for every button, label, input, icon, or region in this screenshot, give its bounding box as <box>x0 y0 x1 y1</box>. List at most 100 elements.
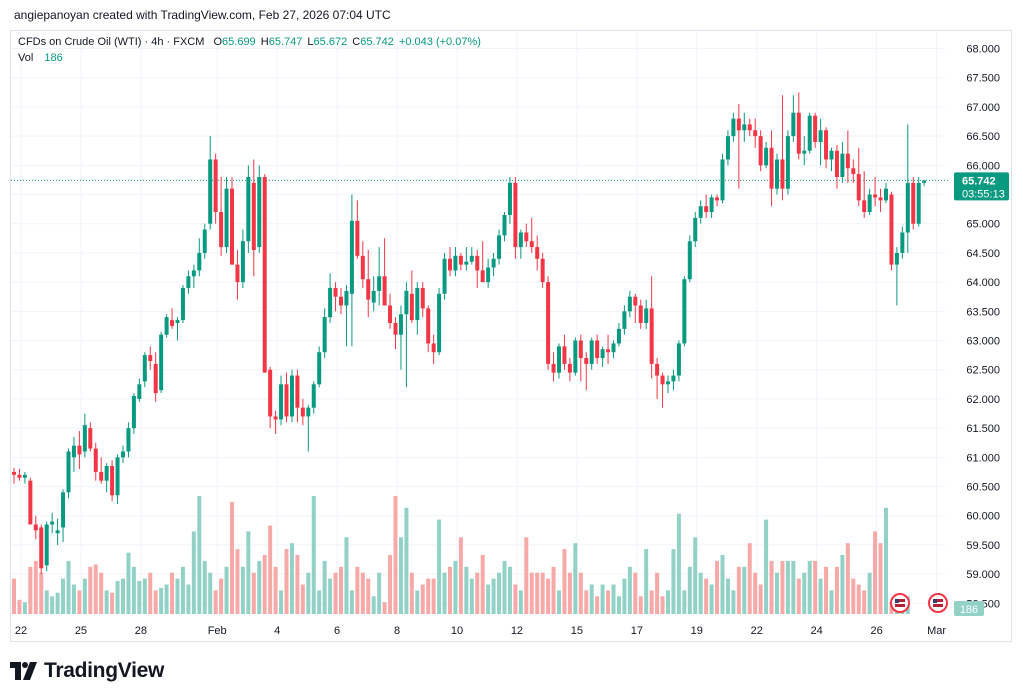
candle-body <box>922 181 926 183</box>
volume-bar <box>366 579 370 614</box>
candle <box>116 454 120 504</box>
candle <box>759 130 763 171</box>
candle-body <box>306 408 310 417</box>
volume-bar <box>235 549 239 614</box>
candle-body <box>497 235 501 258</box>
candle <box>263 174 267 373</box>
volume-bar <box>530 573 534 614</box>
candle-body <box>94 449 98 472</box>
candle <box>541 253 545 288</box>
volume-bar <box>584 590 588 614</box>
candle-body <box>197 253 201 271</box>
price-tick-label: 67.000 <box>966 102 1000 114</box>
candle-body <box>312 384 316 407</box>
candle-body <box>121 451 125 457</box>
price-tick-label: 66.000 <box>966 160 1000 172</box>
candle-body <box>486 268 490 283</box>
candle-body <box>328 288 332 317</box>
volume-bar <box>808 561 812 614</box>
candle-body <box>72 446 76 458</box>
volume-bar <box>497 573 501 614</box>
candle <box>34 516 38 539</box>
volume-bar <box>475 573 479 614</box>
candle-body <box>279 384 283 419</box>
volume-bar <box>197 496 201 614</box>
volume-bar <box>404 508 408 614</box>
price-tick-label: 68.000 <box>966 44 1000 56</box>
countdown-timer: 03:55:13 <box>962 188 1005 200</box>
volume-bar <box>862 590 866 614</box>
candle <box>366 250 370 317</box>
volume-bar <box>181 567 185 614</box>
candle <box>61 489 65 542</box>
candle-body <box>693 218 697 241</box>
symbol-title[interactable]: CFDs on Crude Oil (WTI) · 4h · FXCM <box>18 36 204 48</box>
candle <box>426 305 430 352</box>
candle-body <box>840 154 844 177</box>
candle <box>584 352 588 390</box>
price-tick-label: 59.000 <box>966 569 1000 581</box>
volume-bar <box>546 579 550 614</box>
volume-bar <box>165 585 169 615</box>
candle-body <box>519 232 523 247</box>
candle <box>437 288 441 355</box>
volume-bar <box>851 579 855 614</box>
volume-bar <box>39 573 43 614</box>
volume-bar <box>513 585 517 615</box>
candle-body <box>432 343 436 352</box>
candle <box>650 276 654 378</box>
candle-body <box>562 346 566 364</box>
candle-body <box>459 256 463 265</box>
volume-bar <box>426 579 430 614</box>
candle <box>203 224 207 259</box>
volume-bar <box>208 573 212 614</box>
candle <box>470 247 474 265</box>
candle <box>655 358 659 399</box>
candle-body <box>246 177 250 241</box>
candle-body <box>301 408 305 417</box>
volume-bar <box>464 567 468 614</box>
tradingview-logo[interactable]: TradingView <box>10 656 164 686</box>
price-tick-label: 61.000 <box>966 452 1000 464</box>
candle-body <box>176 320 180 323</box>
candle-body <box>824 130 828 159</box>
candle <box>355 200 359 258</box>
candle <box>328 273 332 323</box>
candlestick-chart[interactable]: 68.00067.50067.00066.50066.00065.50065.0… <box>0 0 1024 698</box>
volume-bar <box>317 590 321 614</box>
price-tick-label: 60.000 <box>966 511 1000 523</box>
us-flag-event-icon[interactable] <box>891 594 909 612</box>
price-tick-label: 65.000 <box>966 219 1000 231</box>
candle-body <box>219 212 223 247</box>
candle-body <box>513 183 517 247</box>
us-flag-event-icon[interactable] <box>929 594 947 612</box>
candle-body <box>911 183 915 224</box>
candle-body <box>862 200 866 212</box>
candle-body <box>437 294 441 352</box>
price-tick-label: 63.500 <box>966 306 1000 318</box>
volume-bar <box>72 585 76 615</box>
candle-body <box>748 124 752 130</box>
open-value: 65.699 <box>222 36 256 48</box>
candle-body <box>726 136 730 159</box>
candle-body <box>404 291 408 314</box>
volume-bar <box>214 590 218 614</box>
candle <box>628 291 632 317</box>
candle <box>312 381 316 413</box>
volume-bar <box>699 573 703 614</box>
candle-body <box>317 352 321 384</box>
volume-bar <box>759 585 763 615</box>
candle-body <box>28 481 32 525</box>
volume-bar <box>721 555 725 614</box>
volume-bar <box>606 590 610 614</box>
candle-body <box>753 130 757 136</box>
volume-bar <box>388 555 392 614</box>
time-tick-label: Feb <box>208 625 227 637</box>
candle <box>748 119 752 137</box>
time-tick-label: Mar <box>927 625 946 637</box>
candle-body <box>721 159 725 200</box>
volume-bar <box>492 579 496 614</box>
volume-bar <box>748 543 752 614</box>
volume-bar <box>486 585 490 615</box>
candle-body <box>426 308 430 343</box>
